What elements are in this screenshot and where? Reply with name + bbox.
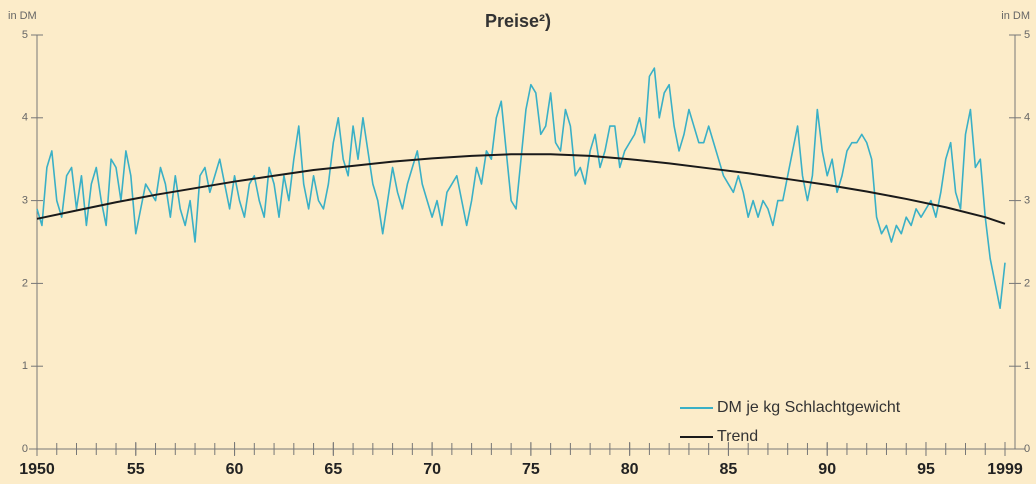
x-tick-label: 90: [818, 461, 836, 478]
x-tick-label: 1999: [987, 461, 1023, 478]
y-tick-label: 0: [22, 443, 28, 455]
x-tick-label: 75: [522, 461, 540, 478]
chart-title: Preise²): [485, 11, 551, 31]
y2-tick-label: 0: [1024, 443, 1030, 455]
y-tick-label: 1: [22, 360, 28, 372]
x-tick-label: 65: [324, 461, 342, 478]
y2-tick-label: 1: [1024, 360, 1030, 372]
x-tick-label: 55: [127, 461, 145, 478]
y-tick-label: 4: [22, 112, 28, 124]
x-tick-label: 60: [226, 461, 244, 478]
y2-axis-label: in DM: [1001, 10, 1030, 22]
legend-label: DM je kg Schlachtgewicht: [717, 399, 901, 416]
x-tick-label: 70: [423, 461, 441, 478]
x-tick-label: 95: [917, 461, 935, 478]
x-tick-label: 80: [621, 461, 639, 478]
y2-tick-label: 3: [1024, 195, 1030, 207]
x-tick-label: 85: [720, 461, 738, 478]
y2-tick-label: 2: [1024, 277, 1030, 289]
x-tick-label: 1950: [19, 461, 55, 478]
series-line: [36, 67, 1006, 310]
y2-tick-label: 5: [1024, 29, 1030, 41]
y-axis-label: in DM: [8, 10, 37, 22]
y-tick-label: 3: [22, 195, 28, 207]
y2-tick-label: 4: [1024, 112, 1030, 124]
y-tick-label: 2: [22, 277, 28, 289]
legend-label: Trend: [717, 428, 758, 445]
y-tick-label: 5: [22, 29, 28, 41]
series-line: [36, 153, 1006, 225]
